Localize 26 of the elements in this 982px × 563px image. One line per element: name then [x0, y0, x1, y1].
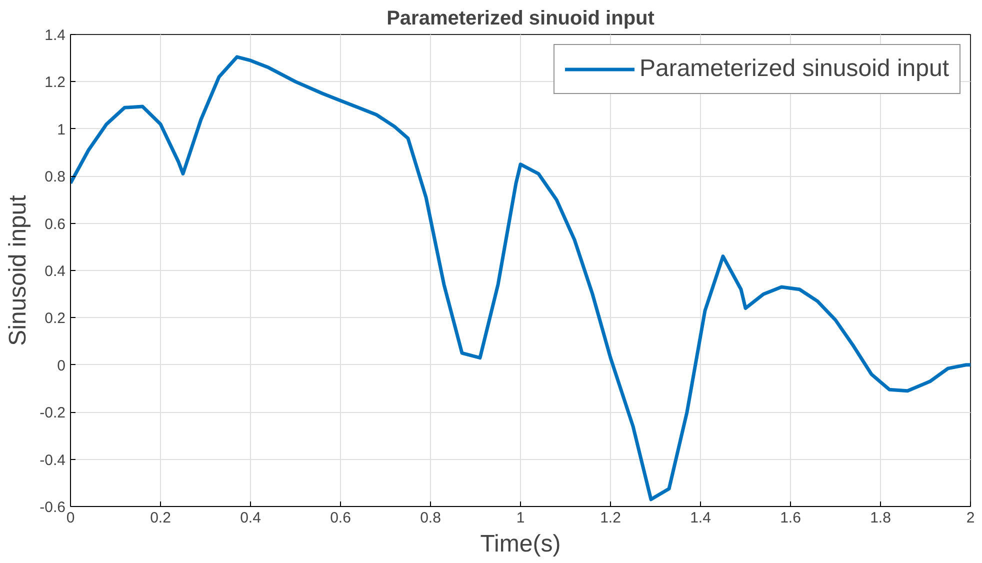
- x-tick-label: 0.6: [330, 510, 351, 526]
- y-tick-label: -0.6: [40, 499, 66, 516]
- y-tick-label: 0.6: [44, 216, 66, 233]
- x-tick-label: 1: [516, 510, 525, 526]
- x-tick-label: 1.8: [870, 510, 891, 526]
- y-tick-label: 0.2: [44, 310, 66, 328]
- x-tick-label: 0.4: [240, 510, 261, 526]
- legend-label: Parameterized sinusoid input: [639, 55, 949, 83]
- y-axis-title: Sinusoid input: [4, 194, 32, 346]
- y-tick-label: 0.8: [44, 168, 66, 186]
- y-tick-label: 1: [57, 121, 66, 138]
- line-series: [70, 55, 970, 502]
- y-tick-label: 1.4: [44, 27, 66, 44]
- x-tick-label: 0.8: [420, 510, 441, 526]
- chart-title: Parameterized sinuoid input: [386, 8, 655, 30]
- y-tick-label: 0: [57, 357, 66, 374]
- x-tick-label: 1.2: [600, 510, 621, 526]
- y-tick-label: 1.2: [44, 74, 66, 92]
- x-tick-label: 1.6: [780, 510, 801, 526]
- y-tick-label: -0.2: [40, 404, 66, 422]
- y-tick-label: 0.4: [44, 263, 66, 280]
- x-tick-label: 2: [966, 510, 975, 526]
- x-tick-label: 1.4: [690, 510, 711, 526]
- x-tick-label: 0.2: [150, 510, 171, 526]
- y-tick-label: -0.4: [40, 452, 66, 469]
- x-axis-title: Time(s): [480, 530, 561, 558]
